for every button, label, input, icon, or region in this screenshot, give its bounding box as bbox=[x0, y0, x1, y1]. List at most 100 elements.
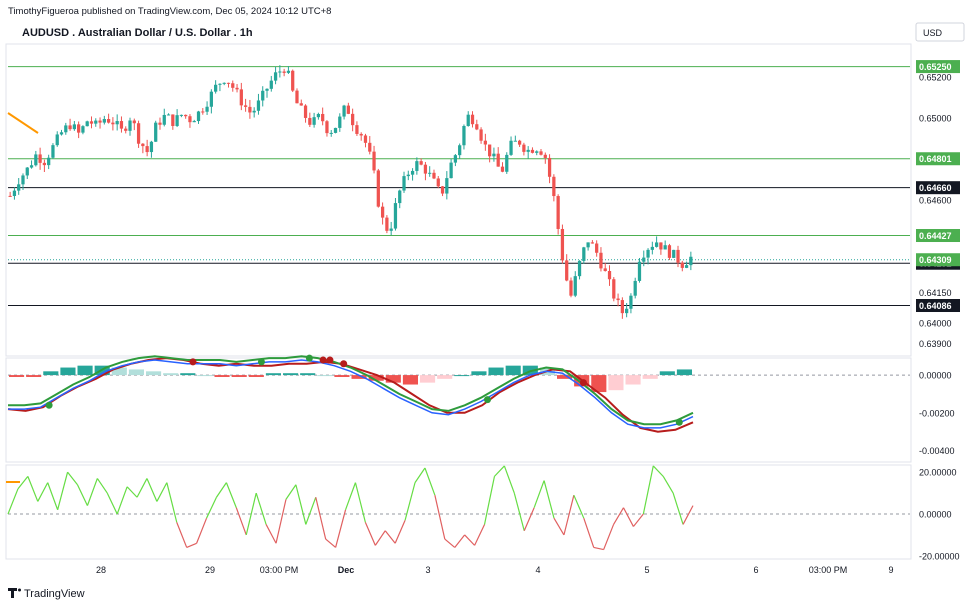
currency-label: USD bbox=[923, 28, 943, 38]
osc-segment bbox=[513, 492, 525, 531]
candle-body bbox=[496, 153, 500, 167]
candle-body bbox=[543, 154, 547, 158]
candle-body bbox=[102, 119, 106, 123]
candle-body bbox=[488, 144, 492, 157]
osc-segment bbox=[126, 486, 138, 498]
candle-body bbox=[410, 170, 415, 175]
macd-histogram-bar bbox=[437, 375, 453, 379]
candle-body bbox=[513, 140, 517, 142]
candle-body bbox=[12, 190, 17, 197]
candle-body bbox=[654, 242, 659, 247]
osc-segment bbox=[593, 546, 604, 551]
candle-body bbox=[299, 103, 303, 106]
price-pane[interactable] bbox=[5, 43, 912, 357]
macd-histogram-bar bbox=[557, 375, 573, 379]
osc-segment bbox=[37, 482, 49, 502]
osc-segment bbox=[17, 475, 29, 490]
candle-body bbox=[295, 90, 299, 104]
candle-body bbox=[625, 308, 629, 314]
oscillator-pane[interactable] bbox=[5, 464, 912, 560]
macd-histogram-bar bbox=[402, 375, 418, 385]
candle-body bbox=[423, 164, 428, 174]
candle-body bbox=[59, 132, 64, 135]
candle-body bbox=[85, 121, 89, 127]
candle-body bbox=[680, 262, 684, 268]
candle-body bbox=[184, 114, 188, 117]
osc-segment bbox=[156, 482, 168, 502]
macd-histogram-bar bbox=[368, 375, 384, 381]
macd-histogram-bar bbox=[608, 375, 624, 391]
osc-segment bbox=[434, 495, 446, 540]
candle-body bbox=[269, 80, 273, 89]
price-tick-label: 0.64600 bbox=[919, 196, 952, 206]
osc-segment bbox=[275, 499, 287, 544]
candle-body bbox=[475, 124, 479, 130]
symbol-title: AUDUSD . Australian Dollar / U.S. Dollar… bbox=[22, 27, 253, 39]
candle-body bbox=[526, 149, 530, 152]
candle-body bbox=[226, 82, 231, 84]
currency-selector[interactable] bbox=[915, 22, 965, 42]
candle-body bbox=[89, 121, 94, 124]
candle-body bbox=[603, 268, 607, 271]
candle-body bbox=[595, 243, 599, 253]
candle-body bbox=[402, 176, 406, 191]
candle-body bbox=[616, 298, 620, 301]
candle-body bbox=[128, 120, 132, 131]
candle-body bbox=[428, 172, 432, 174]
candle-body bbox=[547, 157, 552, 177]
macd-cross-dot bbox=[340, 360, 348, 368]
candle-body bbox=[492, 153, 496, 157]
macd-histogram-bar bbox=[420, 375, 436, 383]
macd-cross-dot bbox=[675, 418, 683, 426]
osc-segment bbox=[622, 507, 634, 527]
osc-segment bbox=[116, 486, 128, 515]
macd-histogram-bar bbox=[43, 371, 59, 376]
trend-line bbox=[7, 112, 39, 134]
macd-histogram-bar bbox=[146, 371, 162, 376]
candle-body bbox=[171, 114, 175, 126]
osc-segment bbox=[96, 478, 108, 494]
candle-body bbox=[72, 124, 76, 130]
candle-body bbox=[115, 121, 119, 125]
time-tick-label: 28 bbox=[96, 565, 106, 575]
candle-body bbox=[663, 245, 667, 250]
level-tag-bg bbox=[916, 229, 960, 243]
candle-body bbox=[672, 249, 676, 258]
osc-segment bbox=[414, 467, 426, 483]
osc-segment bbox=[523, 507, 535, 531]
candle-body bbox=[175, 115, 179, 126]
osc-segment bbox=[315, 497, 327, 540]
macd-histogram-bar bbox=[197, 375, 213, 377]
time-tick-label: 03:00 PM bbox=[260, 565, 299, 575]
candle-body bbox=[380, 206, 385, 218]
osc-segment bbox=[474, 524, 486, 546]
candle-body bbox=[466, 114, 470, 127]
candle-body bbox=[81, 126, 85, 133]
candle-body bbox=[124, 128, 128, 131]
macd-histogram-bar bbox=[642, 375, 658, 379]
macd-green-line bbox=[8, 355, 694, 426]
macd-blue-line bbox=[8, 359, 694, 429]
level-tag-bg bbox=[916, 60, 960, 74]
candle-body bbox=[565, 260, 569, 281]
osc-segment bbox=[652, 465, 664, 477]
candle-body bbox=[522, 144, 526, 152]
candle-body bbox=[333, 127, 338, 133]
candle-body bbox=[51, 145, 55, 158]
macd-histogram-bar bbox=[505, 365, 521, 376]
macd-cross-dot bbox=[579, 379, 587, 387]
candle-body bbox=[291, 70, 295, 91]
time-tick-label: 03:00 PM bbox=[809, 565, 848, 575]
price-tick-label: 0.63900 bbox=[919, 339, 952, 349]
candle-body bbox=[261, 90, 265, 101]
macd-histogram-bar bbox=[265, 373, 281, 376]
tradingview-brand: TradingView bbox=[24, 588, 85, 600]
candle-body bbox=[158, 122, 162, 125]
candle-body bbox=[42, 162, 47, 166]
candle-body bbox=[363, 135, 368, 143]
candle-body bbox=[393, 203, 398, 229]
osc-segment bbox=[265, 524, 277, 544]
osc-segment bbox=[295, 484, 307, 525]
osc-segment bbox=[186, 542, 197, 549]
